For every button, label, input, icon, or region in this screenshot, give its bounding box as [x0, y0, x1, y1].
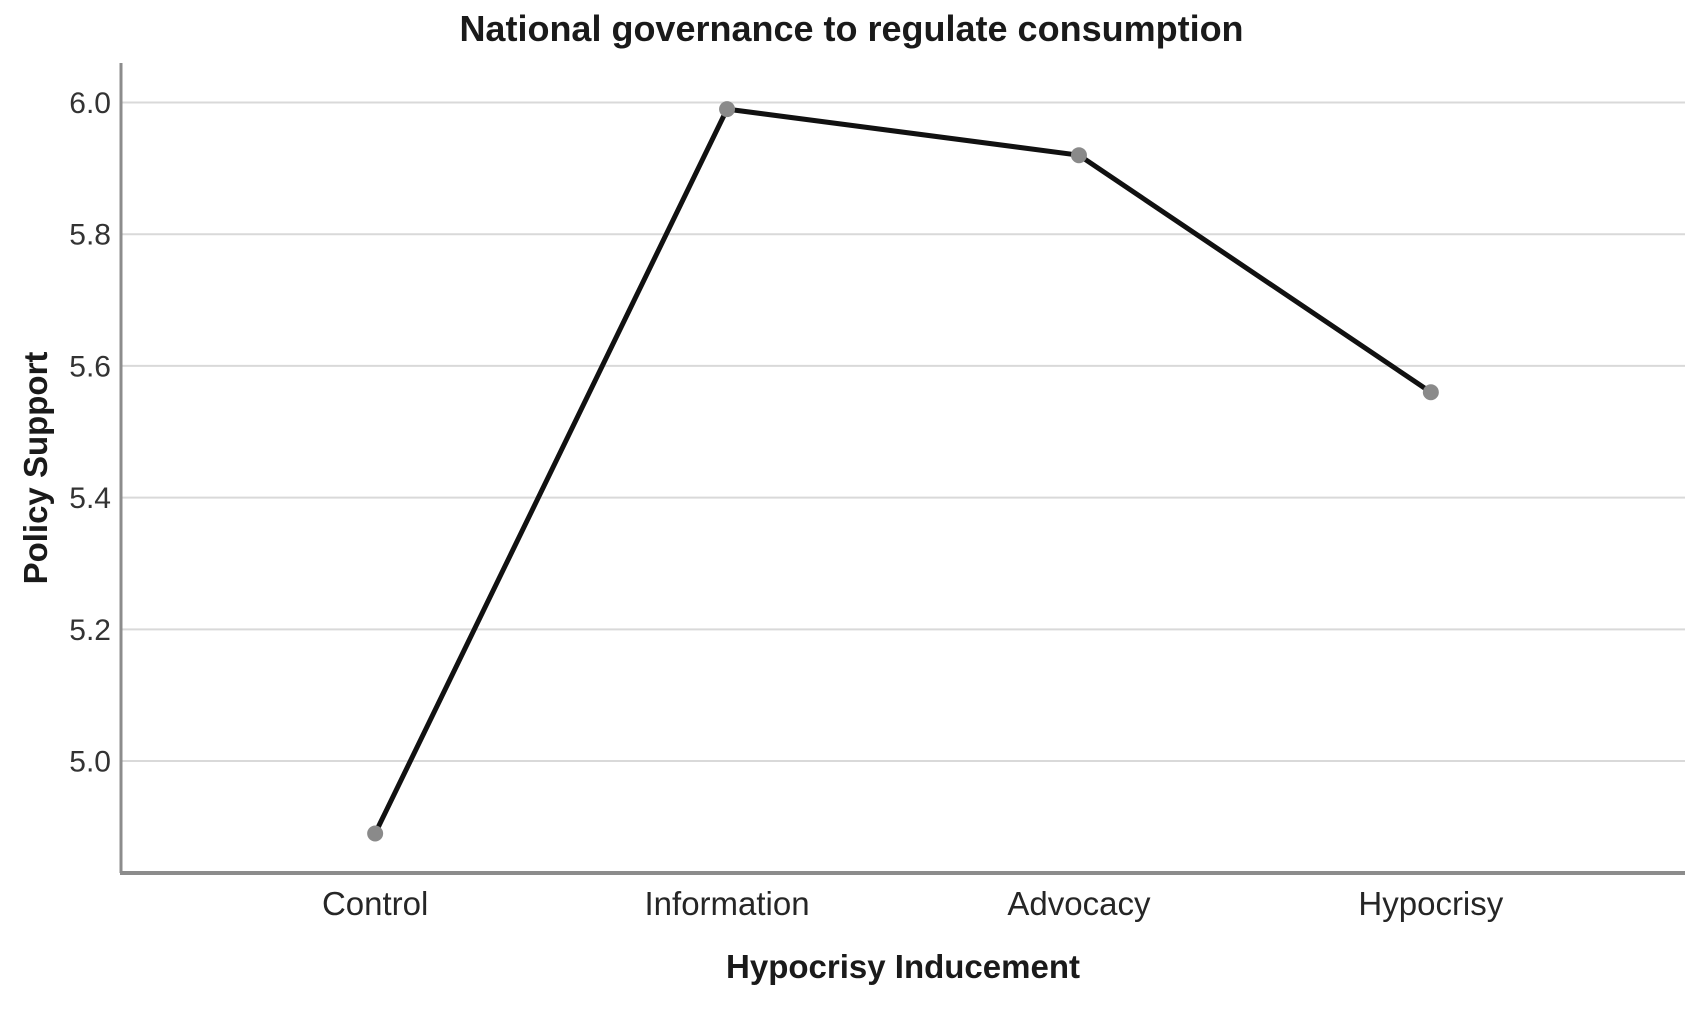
- series-line: [372, 106, 1434, 836]
- data-point-marker: [719, 101, 736, 118]
- y-tick-label: 5.2: [69, 614, 111, 647]
- y-tick-label: 5.0: [69, 746, 111, 779]
- chart-title: National governance to regulate consumpt…: [459, 8, 1244, 49]
- x-tick-label: Information: [645, 885, 810, 922]
- data-point-marker: [367, 825, 384, 842]
- y-tick-label: 5.6: [69, 350, 111, 383]
- y-tick-label: 5.4: [69, 482, 111, 515]
- x-tick-label: Advocacy: [1007, 885, 1151, 922]
- y-tick-label: 5.8: [69, 219, 111, 252]
- x-tick-label: Control: [322, 885, 428, 922]
- data-point-marker: [1422, 384, 1439, 401]
- y-tick-label: 6.0: [69, 87, 111, 120]
- x-tick-label: Hypocrisy: [1358, 885, 1503, 922]
- x-axis-title: Hypocrisy Inducement: [726, 948, 1080, 985]
- data-point-marker: [1070, 147, 1087, 164]
